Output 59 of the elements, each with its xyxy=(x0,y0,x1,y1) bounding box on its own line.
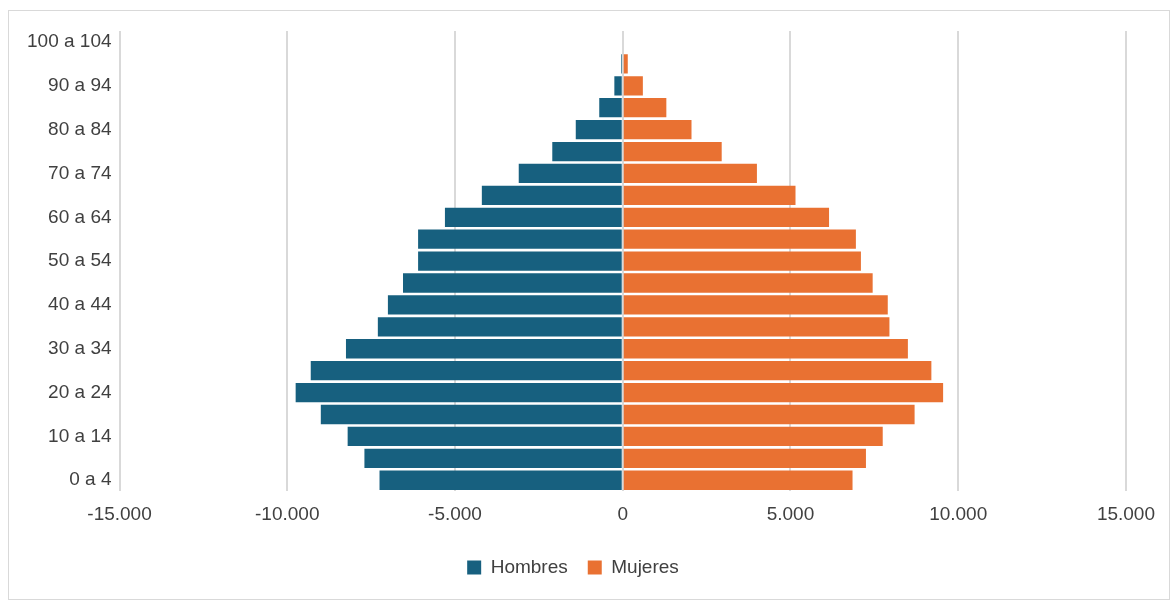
bar xyxy=(320,404,622,425)
bar xyxy=(623,382,944,403)
bar xyxy=(345,339,622,359)
bar xyxy=(623,251,861,271)
bar xyxy=(310,361,622,381)
bar xyxy=(364,448,622,468)
bar xyxy=(623,426,883,447)
bar xyxy=(552,141,622,162)
y-tick-label: 10 a 14 xyxy=(48,424,112,446)
y-tick-label: 30 a 34 xyxy=(48,336,112,358)
y-tick-label: 80 a 84 xyxy=(48,117,112,139)
y-tick-label: 20 a 24 xyxy=(48,380,112,402)
bar xyxy=(599,98,622,118)
x-tick-label: 0 xyxy=(617,502,629,524)
y-tick-label: 100 a 104 xyxy=(26,30,112,52)
bar xyxy=(418,229,622,249)
y-tick-label: 50 a 54 xyxy=(48,249,112,271)
bar xyxy=(403,273,622,293)
bar xyxy=(623,163,757,184)
bar xyxy=(623,317,890,337)
bar xyxy=(623,98,667,118)
bar xyxy=(623,295,888,315)
bar xyxy=(518,163,622,184)
bar xyxy=(623,339,908,359)
legend-label: Mujeres xyxy=(611,555,679,577)
y-tick-label: 90 a 94 xyxy=(48,74,112,96)
bar xyxy=(623,361,932,381)
x-tick-label: 5.000 xyxy=(766,502,815,524)
bar xyxy=(347,426,622,447)
bar xyxy=(387,295,622,315)
bar xyxy=(623,273,873,293)
bar xyxy=(418,251,622,271)
bar xyxy=(623,119,692,140)
x-tick-label: -10.000 xyxy=(255,502,320,524)
x-tick-label: -5.000 xyxy=(428,502,482,524)
x-tick-label: 15.000 xyxy=(1096,502,1156,524)
bar xyxy=(575,119,622,140)
y-tick-label: 60 a 64 xyxy=(48,205,112,227)
bar xyxy=(623,141,722,162)
x-tick-label: -15.000 xyxy=(87,502,152,524)
y-tick-label: 0 a 4 xyxy=(69,468,112,490)
y-tick-label: 70 a 74 xyxy=(48,161,112,183)
bar xyxy=(377,317,622,337)
y-tick-label: 40 a 44 xyxy=(48,293,112,315)
bar xyxy=(623,76,643,96)
bar xyxy=(379,470,622,490)
bar xyxy=(623,448,866,468)
bar xyxy=(623,54,628,74)
bar xyxy=(623,207,830,227)
bar xyxy=(623,185,796,205)
bar xyxy=(614,76,622,96)
x-tick-label: 10.000 xyxy=(929,502,988,524)
bar xyxy=(623,470,853,490)
bar xyxy=(623,229,856,249)
bar xyxy=(295,382,622,403)
legend-label: Hombres xyxy=(490,555,568,577)
bar xyxy=(444,207,622,227)
bar xyxy=(481,185,622,205)
bar xyxy=(623,404,915,425)
